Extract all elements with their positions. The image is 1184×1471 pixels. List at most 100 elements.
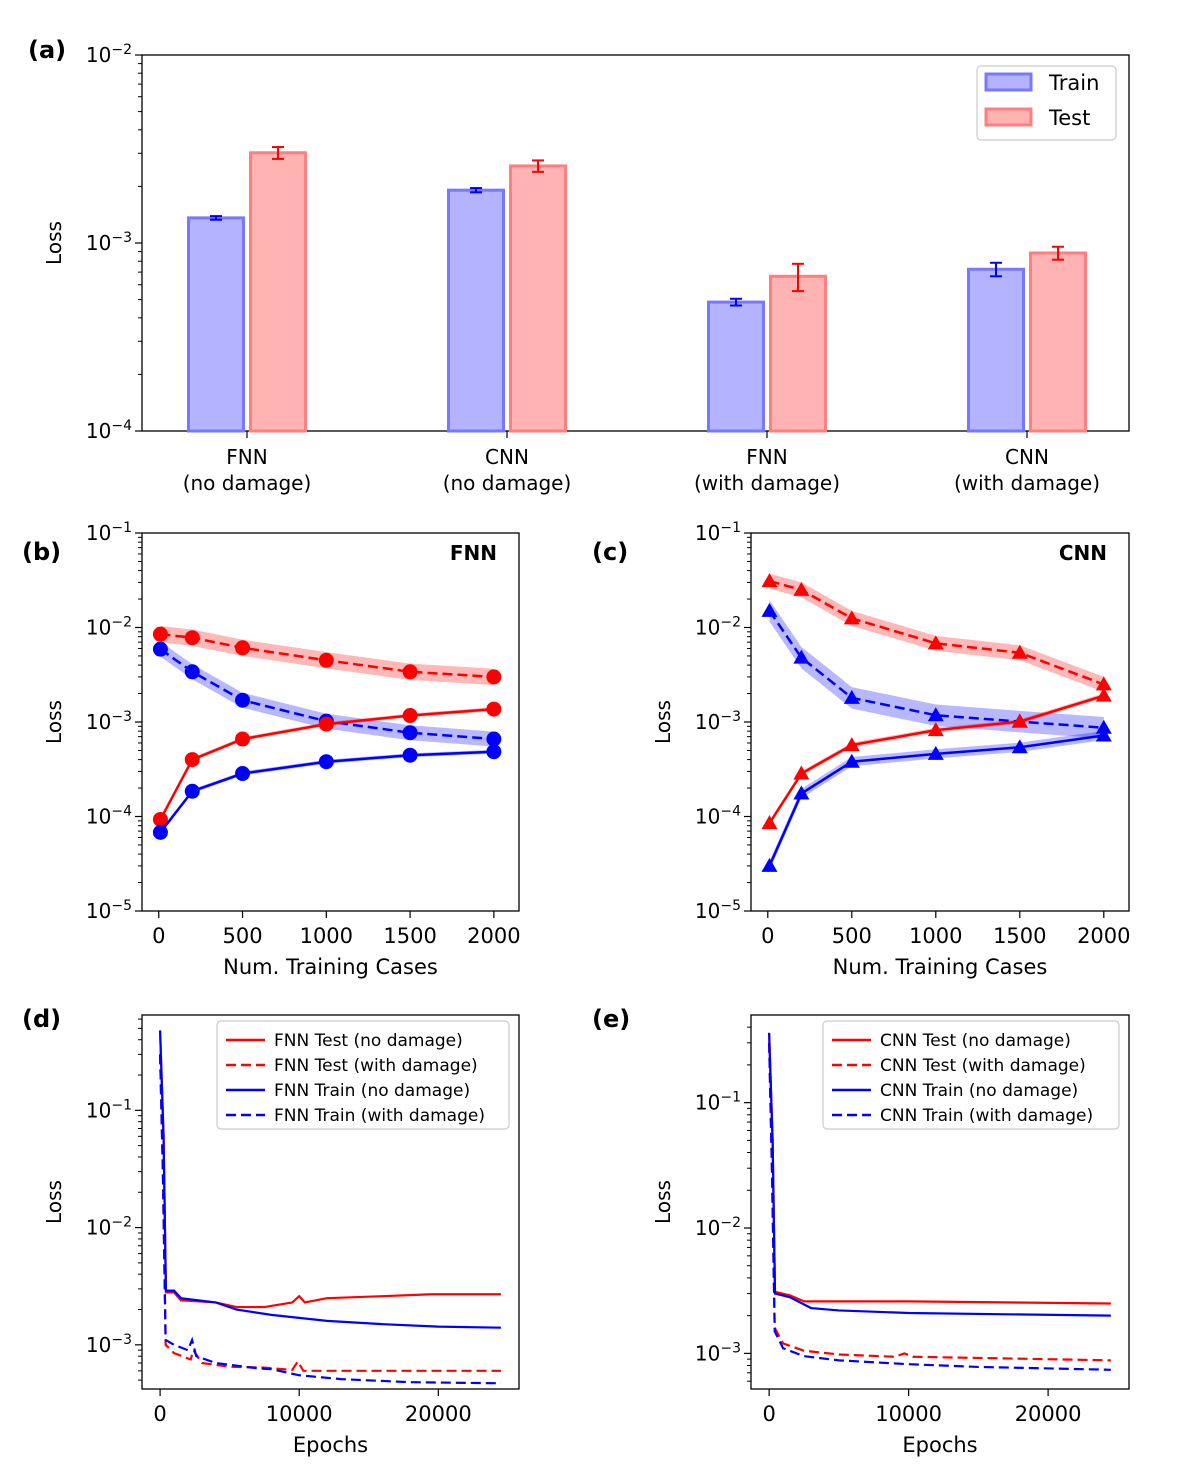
legend-box <box>216 1020 510 1130</box>
panel-label: (e) <box>592 1005 630 1033</box>
data-point <box>843 610 860 625</box>
y-axis-label: Loss <box>42 700 66 744</box>
legend-label: FNN Train (with damage) <box>274 1106 485 1126</box>
series-line <box>159 750 494 834</box>
data-point <box>184 783 200 799</box>
data-point <box>1095 676 1112 691</box>
panel-a-label: (a) <box>28 36 66 64</box>
data-point <box>843 737 860 752</box>
x-axis-label: Num. Training Cases <box>833 955 1048 979</box>
series-line <box>768 694 1105 824</box>
data-point <box>793 785 810 800</box>
x-tick-label: FNN (no damage) <box>183 445 312 495</box>
x-axis-label: Epochs <box>293 1433 368 1457</box>
data-point <box>793 581 810 596</box>
series-line <box>768 1032 1111 1317</box>
confidence-band <box>769 600 1104 739</box>
legend-label: FNN Test (with damage) <box>274 1056 478 1076</box>
y-tick-label: 10−1 <box>695 1090 741 1115</box>
data-point <box>761 857 778 872</box>
panel-d-frame <box>141 1014 520 1390</box>
y-tick-label: 10−1 <box>695 520 741 545</box>
y-tick-label: 10−2 <box>695 615 741 640</box>
data-point <box>402 708 418 724</box>
x-tick-label: 10000 <box>875 1402 942 1426</box>
series-line <box>159 707 494 821</box>
y-tick-label: 10−1 <box>86 1097 132 1122</box>
legend-label: CNN Test (no damage) <box>880 1031 1071 1051</box>
data-point <box>1011 713 1028 728</box>
data-point <box>486 669 502 685</box>
legend-label: FNN Test (no damage) <box>274 1031 463 1051</box>
y-tick-label: 10−4 <box>86 804 132 829</box>
data-point <box>318 716 334 732</box>
data-point <box>927 707 944 722</box>
x-tick-label: 1000 <box>300 924 353 948</box>
data-point <box>402 747 418 763</box>
bar-test <box>509 164 567 433</box>
panel-label: (c) <box>592 538 628 566</box>
y-tick-label: 10−2 <box>86 615 132 640</box>
legend-swatch <box>984 72 1033 92</box>
y-tick-label: 10−2 <box>86 42 132 67</box>
x-tick-label: CNN (with damage) <box>954 445 1100 495</box>
bar-train <box>967 267 1025 433</box>
data-point <box>1011 644 1028 659</box>
data-point <box>486 731 502 747</box>
series-line <box>768 610 1104 729</box>
legend-label: CNN Train (with damage) <box>880 1106 1093 1126</box>
y-tick-label: 10−5 <box>695 898 741 923</box>
series-line <box>158 1030 501 1329</box>
legend-label: CNN Test (with damage) <box>880 1056 1086 1076</box>
data-point <box>843 753 860 768</box>
y-tick-label: 10−3 <box>86 709 132 734</box>
data-point <box>402 664 418 680</box>
x-tick-label: 20000 <box>1015 1402 1082 1426</box>
data-point <box>927 745 944 760</box>
y-tick-label: 10−2 <box>86 1215 132 1240</box>
data-point <box>843 689 860 704</box>
y-tick-label: 10−3 <box>695 1340 741 1365</box>
panel-label: (b) <box>22 538 61 566</box>
data-point <box>1095 687 1112 702</box>
data-point <box>1095 727 1112 742</box>
data-point <box>1011 739 1028 754</box>
data-point <box>927 722 944 737</box>
x-tick-label: 1000 <box>909 924 962 948</box>
y-axis-label: Loss <box>42 1180 66 1224</box>
x-tick-label: 2000 <box>1077 924 1130 948</box>
y-tick-label: 10−4 <box>695 804 741 829</box>
data-point <box>486 701 502 717</box>
bar-test <box>769 274 827 433</box>
x-tick-label: 0 <box>762 1402 775 1426</box>
data-point <box>184 630 200 646</box>
bar-train <box>187 216 245 433</box>
y-tick-label: 10−4 <box>86 418 132 443</box>
series-line <box>769 579 1105 686</box>
panel-a-ylabel: Loss <box>42 221 66 265</box>
x-tick-label: 500 <box>832 924 872 948</box>
bar-train <box>707 300 765 433</box>
x-tick-label: FNN (with damage) <box>694 445 840 495</box>
bar-test <box>249 151 307 433</box>
x-tick-label: 0 <box>761 924 774 948</box>
y-axis-label: Loss <box>651 700 675 744</box>
data-point <box>152 824 168 840</box>
data-point <box>793 649 810 664</box>
panel-title: CNN <box>1059 541 1107 565</box>
legend-label: FNN Train (no damage) <box>274 1081 470 1101</box>
data-point <box>486 744 502 760</box>
x-tick-label: 0 <box>152 924 165 948</box>
x-tick-label: 0 <box>153 1402 166 1426</box>
x-tick-label: 1500 <box>383 924 436 948</box>
data-point <box>927 635 944 650</box>
data-point <box>318 652 334 668</box>
series-line <box>158 1054 501 1385</box>
bar-train <box>447 188 505 433</box>
series-line <box>158 1030 501 1309</box>
y-tick-label: 10−2 <box>695 1215 741 1240</box>
legend-label: Test <box>1048 106 1090 130</box>
panel-title: FNN <box>450 541 497 565</box>
legend-swatch <box>984 107 1033 127</box>
y-tick-label: 10−1 <box>86 520 132 545</box>
